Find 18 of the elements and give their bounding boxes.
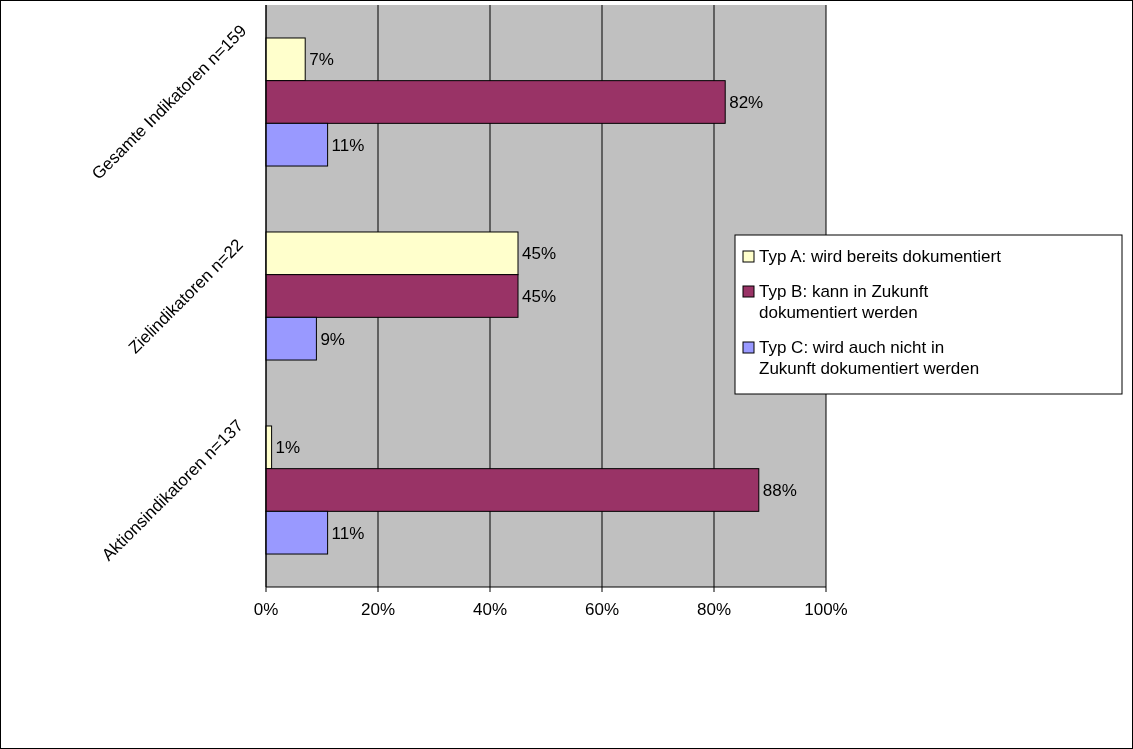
x-tick-label: 20% [360,600,396,619]
x-tick-label: 0% [253,600,279,619]
data-label: 7% [309,50,334,70]
data-label: 88% [762,480,797,500]
x-tick-label: 40% [472,600,508,619]
legend-label: Typ B: kann in Zukunft dokumentiert werden [759,282,929,322]
x-tick-label: 60% [584,600,620,619]
data-label: 45% [522,244,557,264]
data-label: 9% [320,329,345,349]
data-label: 11% [331,135,365,155]
legend-label: Typ A: wird bereits dokumentiert [759,247,1002,266]
data-label: 11% [331,523,365,543]
data-label: 82% [729,92,764,112]
x-tick-label: 80% [696,600,732,619]
data-label: 1% [275,438,301,458]
data-label: 45% [522,286,557,306]
legend-label: Typ C: wird auch nicht in Zukunft dokumentiert werden [759,338,980,378]
x-tick-label: 100% [804,600,848,619]
